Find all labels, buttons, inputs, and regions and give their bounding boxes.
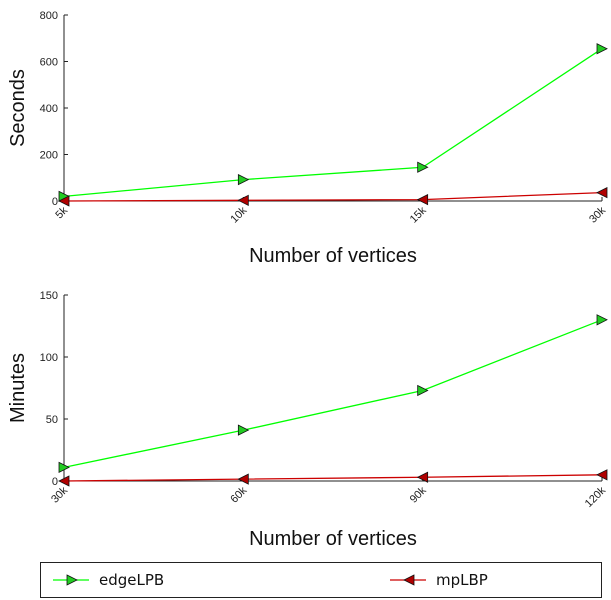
data-point-mplbp [237,194,249,206]
x-tick-label: 10k [228,204,249,225]
data-point-mplbp [58,195,70,207]
data-point-edgelpb [596,314,608,326]
y-axis-title: Minutes [7,353,29,423]
legend-item-edgelpb: edgeLPB [51,563,164,597]
data-point-edgelpb [417,161,429,173]
legend-label-mplbp: mpLBP [436,571,488,589]
x-tick-label: 15k [408,204,429,225]
legend-label-edgelpb: edgeLPB [99,571,165,589]
x-tick-label: 60k [228,484,249,505]
legend-swatch-mplbp [390,574,426,586]
y-tick-label: 150 [40,290,58,302]
x-tick-label: 30k [587,204,608,225]
data-point-edgelpb [417,384,429,397]
series-line-edgelpb [63,48,603,197]
x-axis-title: Number of vertices [249,245,417,267]
y-tick-label: 0 [52,476,58,488]
legend-item-mplbp: mpLBP [388,563,488,597]
data-point-mplbp [237,473,249,485]
legend-swatch-edgelpb [53,574,89,586]
data-point-mplbp [596,186,608,199]
y-tick-label: 0 [52,196,58,208]
y-tick-label: 50 [46,414,58,426]
y-tick-label: 800 [40,10,58,22]
x-axis-title: Number of vertices [249,528,417,550]
y-tick-label: 400 [40,103,58,115]
series-line-mplbp [63,191,603,202]
data-point-edgelpb [237,173,250,186]
x-tick-label: 120k [583,484,609,510]
y-tick-label: 100 [40,352,58,364]
legend: edgeLPB mpLBP [40,562,602,598]
data-point-edgelpb [237,424,250,436]
data-point-edgelpb [596,43,608,55]
y-tick-label: 600 [40,57,58,69]
data-point-edgelpb [58,461,70,474]
series-line-edgelpb [63,319,603,468]
series-line-mplbp [63,474,603,482]
x-tick-label: 90k [408,484,429,505]
data-point-mplbp [596,469,608,481]
data-point-mplbp [58,475,70,487]
data-point-mplbp [416,193,429,206]
y-tick-label: 200 [40,150,58,162]
data-point-mplbp [416,471,429,483]
y-axis-title: Seconds [7,69,29,147]
